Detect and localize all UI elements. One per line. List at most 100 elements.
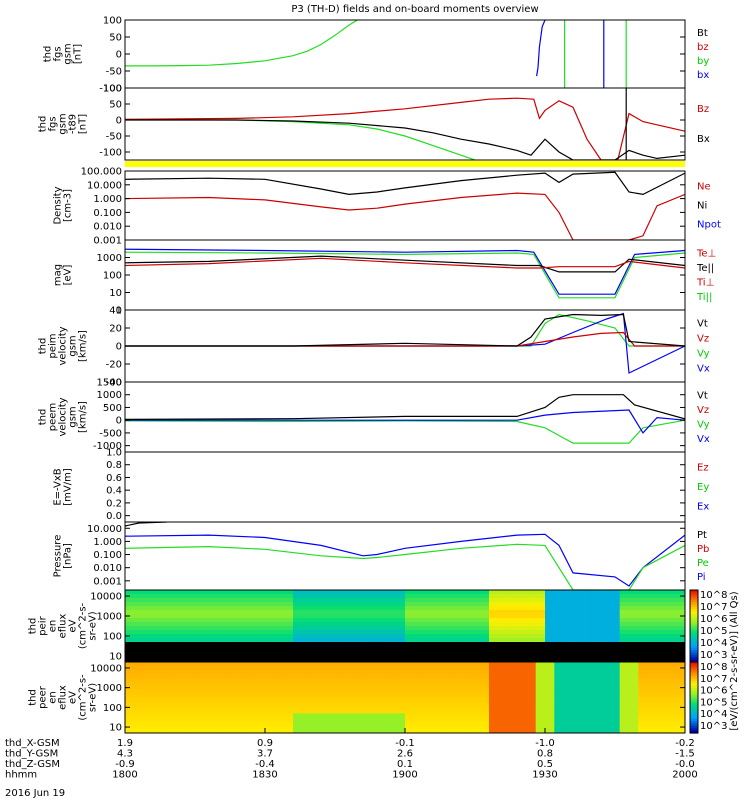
peem_velocity-ytick: 1500 <box>97 378 122 389</box>
e_field-ylabel: E=-VxB[mV/m] <box>53 468 74 506</box>
peir_en_eflux-ytick: 100 <box>103 631 122 642</box>
mom_temperature-ytick: 10 <box>109 288 122 299</box>
peim_velocity-series-2 <box>125 331 685 347</box>
e_field-ytick: 0.8 <box>106 460 122 471</box>
e_field-ytick: 0.4 <box>106 486 122 497</box>
peer_en_eflux-colorbar-tick: 10^3 <box>700 721 727 732</box>
density-legend-0: Ne <box>697 182 711 193</box>
xaxis-row-label-2: thd_Z-GSM <box>5 759 60 770</box>
pressure-ytick: 0.100 <box>93 550 122 561</box>
density-series-1 <box>125 192 685 240</box>
xaxis-row-label-1: thd_Y-GSM <box>5 749 58 760</box>
e_field-ytick: 0.6 <box>106 473 122 484</box>
colorbar-title: [eV/(cm^2-s-sr-eV)] (All Qs) <box>729 591 740 730</box>
fgs_gsm-ytick: 50 <box>109 33 122 44</box>
figure-title: P3 (TH-D) fields and on-board moments ov… <box>291 4 538 15</box>
fgs_gsm_t89-ylabel: thdfgsgsm-t89[nT] <box>38 113 89 134</box>
peim_velocity-ytick: 0 <box>116 342 122 353</box>
fgs_gsm-frame <box>124 19 686 89</box>
peim_velocity-ytick: 40 <box>109 306 122 317</box>
mom_temperature-legend-0: Te⊥ <box>696 248 716 259</box>
fgs_gsm_t89-ytick: 100 <box>103 84 122 95</box>
peir_en_eflux-ytick: 10000 <box>90 592 122 603</box>
peir_en_eflux-ytick: 10 <box>109 651 122 662</box>
e_field-ytick: 1.0 <box>106 448 122 459</box>
pressure-legend-2: Pe <box>697 558 709 569</box>
xaxis-tick-1-2: 2.6 <box>397 749 413 760</box>
e_field-legend-2: Ex <box>697 501 709 512</box>
peer_en_eflux-ytick: 100 <box>103 703 122 714</box>
fgs_gsm_t89-series-1 <box>125 97 685 160</box>
pressure-series-0 <box>125 522 168 527</box>
xaxis-tick-1-0: 4.3 <box>117 749 133 760</box>
peer_en_eflux-colorbar-tick: 10^4 <box>700 709 727 720</box>
peim_velocity-legend-0: Vt <box>697 319 708 330</box>
xaxis-tick-3-0: 1800 <box>112 770 137 781</box>
peir_en_eflux-ylabel: thdpeirenefluxeV(cm^2-s-sr-eV) <box>28 602 99 649</box>
peer_en_eflux-ylabel: thdpeerenefluxeV(cm^2-s-sr-eV) <box>28 674 99 721</box>
xaxis-tick-1-3: 0.8 <box>537 749 553 760</box>
mom_temperature-legend-3: Ti|| <box>696 292 712 303</box>
xaxis-tick-0-3: -1.0 <box>535 738 555 749</box>
fgs_gsm_t89-frame <box>124 87 686 161</box>
mom_temperature-series-3 <box>125 257 685 269</box>
mom_temperature-series-0 <box>125 248 685 295</box>
peer_en_eflux-colorbar: 10^810^710^610^510^410^3 <box>689 661 727 734</box>
e_field-ytick: 0.0 <box>106 511 122 522</box>
pressure-ytick: 10.000 <box>87 524 122 535</box>
peer_en_eflux-ytick: 10 <box>109 723 122 734</box>
fgs_gsm_t89-ytick: 0 <box>116 116 122 127</box>
xaxis-tick-1-1: 3.7 <box>257 749 273 760</box>
fgs_gsm-series-1 <box>536 20 546 77</box>
peer_en_eflux-colorbar-tick: 10^7 <box>700 674 727 685</box>
pressure-ytick: 0.001 <box>93 576 122 587</box>
density-ytick: 100.000 <box>81 167 122 178</box>
xaxis-row-label-3: hhmm <box>5 770 37 781</box>
fgs_gsm_t89-ytick: -100 <box>99 148 122 159</box>
peim_velocity-series-0 <box>125 313 685 347</box>
xaxis-row-label-0: thd_X-GSM <box>5 738 60 749</box>
peim_velocity-ytick: 20 <box>109 324 122 335</box>
panel-fgs_gsm: 100 50 0 -50 -100 thdfgsgsm[nT] Bt bz by bx <box>43 16 710 95</box>
peem_velocity-ytick: 500 <box>103 403 122 414</box>
mom_temperature-legend-2: Ti⊥ <box>696 277 714 288</box>
e_field-legend-1: Ey <box>697 482 709 493</box>
density-ytick: 0.001 <box>93 236 122 247</box>
pressure-ytick: 0.010 <box>93 563 122 574</box>
peim_velocity-ylabel: thdpeimvelocitygsm[km/s] <box>38 326 89 365</box>
peem_velocity-legend-3: Vx <box>697 434 710 445</box>
pressure-series-1 <box>125 533 685 587</box>
e_field-legend-0: Ez <box>697 463 709 474</box>
pressure-series-2 <box>125 543 685 590</box>
fgs_gsm-ylabel: thdfgsgsm[nT] <box>43 43 84 64</box>
peem_velocity-legend-1: Vz <box>697 405 709 416</box>
fgs_gsm_t89-ytick: -50 <box>106 132 122 143</box>
pressure-frame <box>124 521 686 591</box>
peir_en_eflux-colorbar-tick: 10^6 <box>700 614 727 625</box>
peer_en_eflux-colorbar-tick: 10^5 <box>700 697 727 708</box>
mom_temperature-ylabel: mag[eV] <box>53 264 74 286</box>
peer_en_eflux-ytick: 10000 <box>90 663 122 674</box>
density-ytick: 1.000 <box>93 194 122 205</box>
fgs_gsm_t89-series-2 <box>125 119 685 160</box>
pressure-ylabel: Pressure[nPa] <box>53 535 74 578</box>
xaxis-tick-1-4: -1.5 <box>675 749 695 760</box>
peem_velocity-series-2 <box>125 394 685 420</box>
fgs_gsm-series-0 <box>125 20 358 67</box>
fgs_gsm-legend-3: bx <box>697 70 709 81</box>
peem_velocity-series-1 <box>125 409 685 434</box>
xaxis-tick-0-1: 0.9 <box>257 738 273 749</box>
fgs_gsm-legend-1: bz <box>697 42 709 53</box>
pressure-legend-1: Pb <box>697 544 709 555</box>
fgs_gsm-ytick: 100 <box>103 16 122 27</box>
fgs_gsm_t89-legend-1: Bx <box>697 134 710 145</box>
density-legend-1: Ni <box>697 201 707 212</box>
mom_temperature-ytick: 100 <box>103 271 122 282</box>
peir_en_eflux-colorbar-tick: 10^8 <box>700 590 727 601</box>
xaxis-tick-2-2: 0.1 <box>397 759 413 770</box>
date-label: 2016 Jun 19 <box>5 788 65 799</box>
mom_temperature-ytick: 1 <box>116 306 122 317</box>
peem_velocity-ytick: 1000 <box>97 390 122 401</box>
